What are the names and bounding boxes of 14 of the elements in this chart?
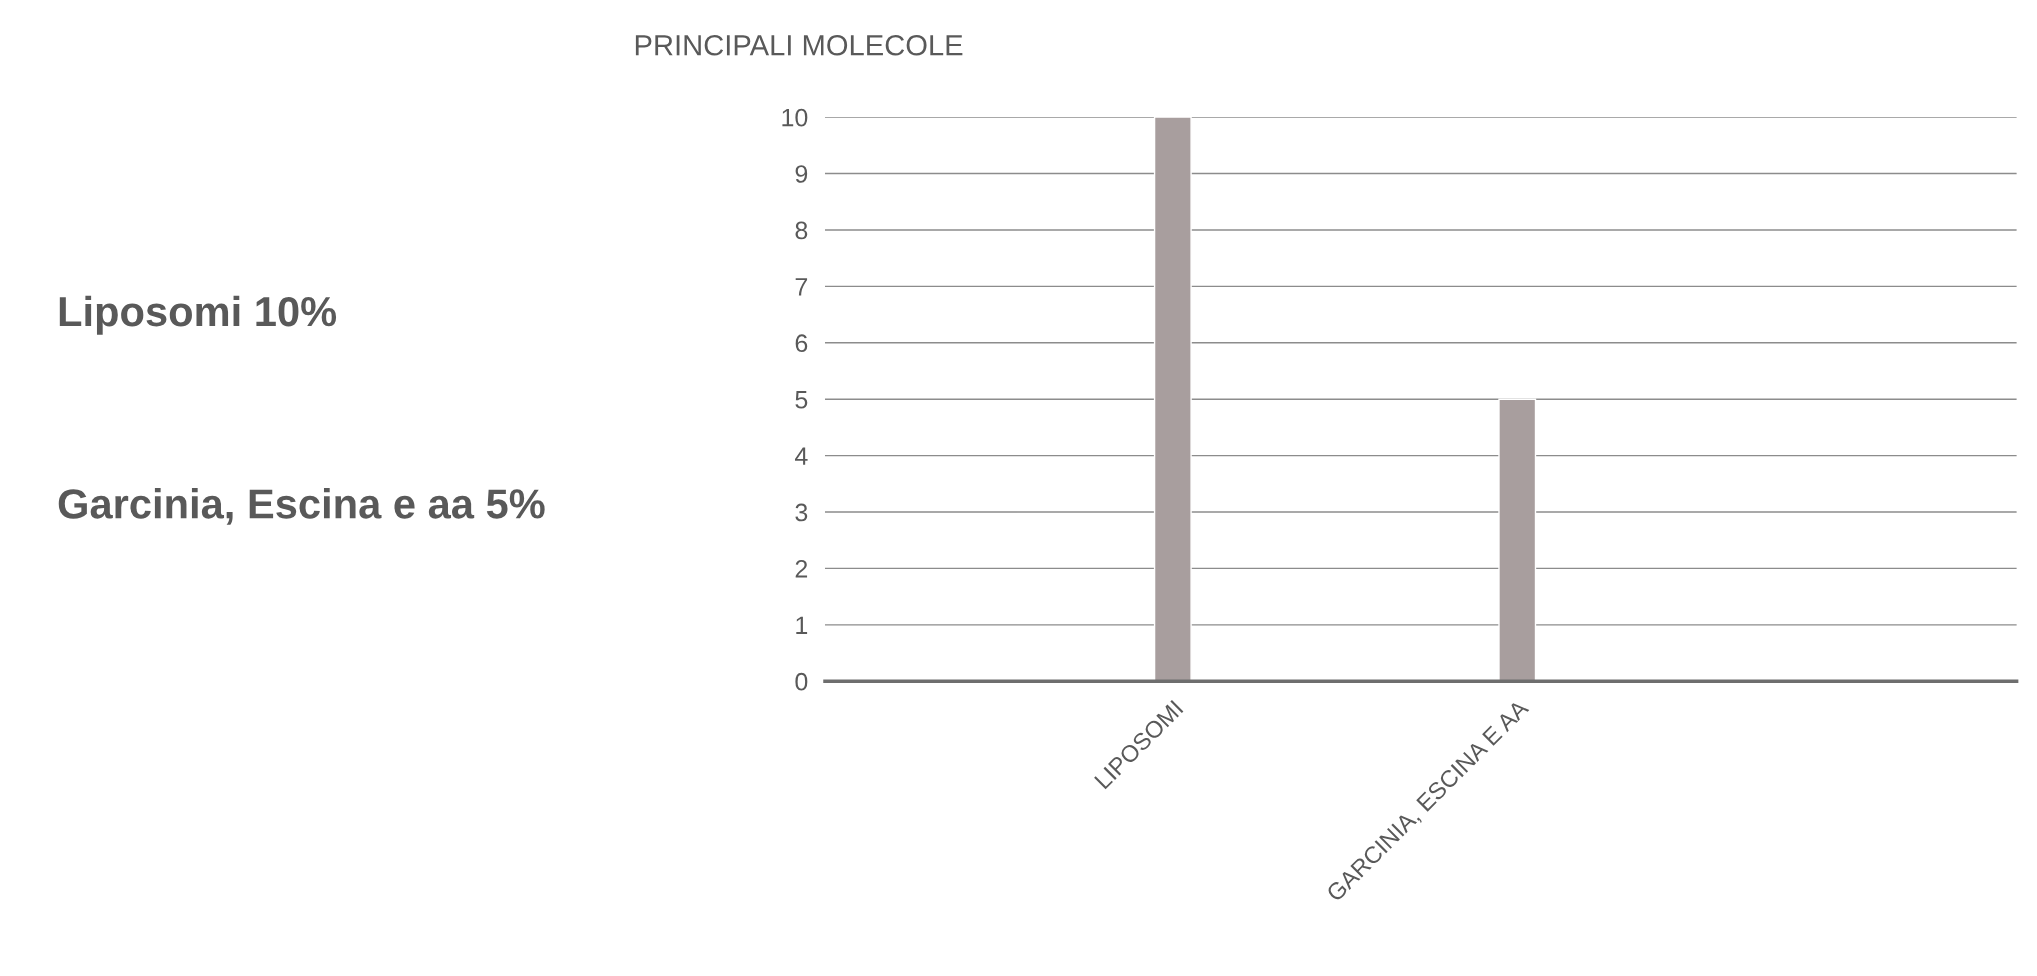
chart-title: PRINCIPALI MOLECOLE (635, 34, 963, 56)
y-tick-label: 5 (795, 391, 808, 409)
y-tick-label: 7 (795, 278, 808, 296)
y-tick-label: 6 (795, 334, 808, 353)
y-tick-label: 4 (794, 447, 808, 465)
y-tick-label: 10 (782, 108, 808, 127)
y-tick-label: 1 (796, 616, 808, 634)
y-tick-label: 8 (795, 221, 808, 240)
y-tick-label: 2 (795, 560, 808, 578)
text: Garcinia, Escina e aa 5% (58, 488, 545, 525)
text: Liposomi 10% (59, 295, 337, 335)
y-tick-label: 0 (795, 672, 808, 691)
y-tick-label: 9 (795, 165, 808, 183)
y-tick-label: 3 (795, 503, 808, 522)
